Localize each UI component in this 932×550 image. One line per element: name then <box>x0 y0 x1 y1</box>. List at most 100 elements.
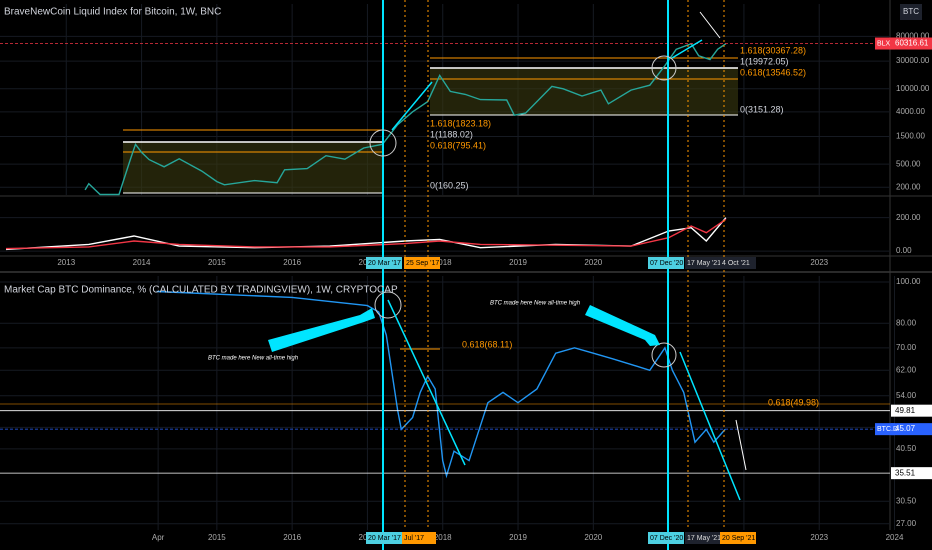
x-tick-label: 2013 <box>57 258 75 267</box>
x-tick-label: 2019 <box>509 258 527 267</box>
fib-label: 1.618(1823.18) <box>430 118 491 128</box>
fib-zone <box>430 68 738 115</box>
x-tick-label: 2015 <box>208 258 226 267</box>
y-tick-label: 30.50 <box>896 496 917 505</box>
x-tick-label: 2023 <box>810 258 828 267</box>
fib-label: 0.618(13546.52) <box>740 67 806 77</box>
top-title: BraveNewCoin Liquid Index for Bitcoin, 1… <box>4 7 221 18</box>
date-label: Jul '17 <box>404 535 424 542</box>
y-tick-label: 0.00 <box>896 246 912 255</box>
trend-arrow <box>671 39 703 59</box>
x-tick-label: 2016 <box>283 258 301 267</box>
x-tick-label: 2018 <box>434 258 452 267</box>
price-name: BLX <box>877 40 891 47</box>
trend-arrow <box>391 81 433 131</box>
highlight-circle <box>369 129 397 157</box>
x-tick-label: 2020 <box>584 258 602 267</box>
price-line <box>5 217 727 251</box>
y-tick-label: 70.00 <box>896 343 917 352</box>
date-tag <box>648 532 684 544</box>
x-tick-label: 2020 <box>584 533 602 542</box>
y-tick-label: 80000.00 <box>896 32 930 41</box>
date-tag <box>720 532 756 544</box>
currency-box <box>900 4 922 20</box>
fib-label: 0(160.25) <box>430 180 469 190</box>
date-tag <box>404 257 440 269</box>
y-tick-label: 200.00 <box>896 213 921 222</box>
date-label: 20 Mar '17 <box>368 260 401 267</box>
callout-text: BTC made here New all-time high <box>490 301 581 307</box>
price-tag <box>891 423 932 436</box>
price-value: 49.81 <box>895 406 916 415</box>
date-tag <box>402 532 436 544</box>
callout-arrow <box>585 305 660 346</box>
y-tick-label: 54.00 <box>896 391 917 400</box>
fib-label: 0.618(68.11) <box>462 339 512 349</box>
price-tag <box>875 423 895 436</box>
date-tag <box>685 532 721 544</box>
date-tag <box>648 257 684 269</box>
price-line <box>5 218 727 250</box>
price-value: 45.07 <box>895 424 916 433</box>
x-tick-label: 2015 <box>208 533 226 542</box>
price-tag <box>891 467 932 480</box>
x-tick-label: 2014 <box>133 258 151 267</box>
price-tag <box>891 37 932 50</box>
y-tick-label: 10000.00 <box>896 84 930 93</box>
date-label: 17 May '21 <box>687 260 721 267</box>
price-value: 60316.61 <box>895 39 929 48</box>
y-tick-label: 80.00 <box>896 318 917 327</box>
y-tick-label: 62.00 <box>896 365 917 374</box>
x-tick-label: 2024 <box>886 533 904 542</box>
y-tick-label: 40.50 <box>896 444 917 453</box>
y-tick-label: 1500.00 <box>896 132 925 141</box>
date-label: 20 Mar '17 <box>368 535 401 542</box>
date-label: 17 May '21 <box>687 535 721 542</box>
price-line <box>156 290 726 479</box>
date-label: 07 Dec '20 <box>650 260 683 267</box>
x-tick-label: 2016 <box>283 533 301 542</box>
date-label: 07 Dec '20 <box>650 535 683 542</box>
date-tag <box>685 257 721 269</box>
fib-label: 1.618(30367.28) <box>740 45 806 55</box>
date-label: 20 Sep '21 <box>722 535 755 542</box>
x-tick-label: 2023 <box>810 533 828 542</box>
trend-arrow <box>387 299 466 466</box>
currency: BTC <box>903 7 919 16</box>
pointer-arrow <box>735 419 747 471</box>
y-tick-label: 30000.00 <box>896 56 930 65</box>
price-tag <box>891 404 932 417</box>
fib-label: 0.618(795.41) <box>430 140 486 150</box>
x-tick-label: Apr <box>152 533 165 542</box>
price-line <box>84 42 727 196</box>
date-label: 25 Sep '17 <box>406 260 439 267</box>
date-label: 4 Oct '21 <box>722 260 750 267</box>
y-tick-label: 500.00 <box>896 159 921 168</box>
price-name: BTC.D <box>877 426 898 433</box>
y-tick-label: 100.00 <box>896 277 921 286</box>
fib-label: 0.618(49.98) <box>768 397 819 407</box>
highlight-circle <box>651 342 677 368</box>
callout-text: BTC made here New all-time high <box>208 356 299 362</box>
plots <box>0 42 890 479</box>
date-tag <box>366 257 402 269</box>
date-tag <box>720 257 756 269</box>
x-tick-label: 2018 <box>434 533 452 542</box>
date-tag <box>366 532 402 544</box>
trend-arrow <box>679 351 741 501</box>
price-value: 35.51 <box>895 468 916 477</box>
highlight-circle <box>374 291 402 319</box>
pointer-arrow <box>699 11 721 39</box>
highlight-circle <box>651 55 677 81</box>
callout-arrow <box>268 308 375 352</box>
y-tick-label: 4000.00 <box>896 107 925 116</box>
fib-label: 1(1188.02) <box>430 129 473 139</box>
x-tick-label: 2019 <box>509 533 527 542</box>
y-tick-label: 27.00 <box>896 519 917 528</box>
fib-zone <box>123 142 383 193</box>
fib-label: 1(19972.05) <box>740 56 789 66</box>
bottom-title: Market Cap BTC Dominance, % (CALCULATED … <box>4 285 398 296</box>
price-tag <box>875 37 895 50</box>
fib-label: 0(3151.28) <box>740 104 784 114</box>
